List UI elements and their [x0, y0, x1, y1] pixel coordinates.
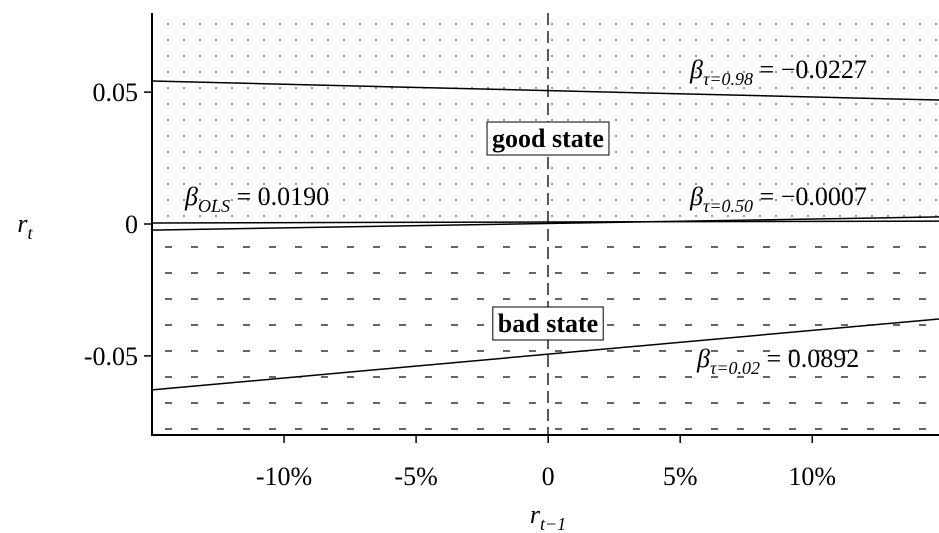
x-tick-label: 5%	[663, 462, 698, 491]
y-tick-label: 0.05	[93, 78, 139, 107]
y-tick-label: 0	[125, 210, 138, 239]
beta-sub: τ=0.02	[710, 358, 760, 378]
quantile-line	[151, 318, 939, 391]
slope-annotation: βτ=0.98 = −0.0227	[689, 55, 867, 89]
good-region	[152, 13, 939, 225]
beta-sub: OLS	[198, 196, 230, 216]
beta-sub: τ=0.50	[703, 196, 753, 216]
region-box	[486, 121, 610, 156]
beta: β	[689, 182, 703, 211]
x-tick-label: -5%	[394, 462, 437, 491]
beta-value: = 0.0892	[760, 344, 859, 373]
y-axis-label-main: r	[17, 209, 28, 238]
beta: β	[184, 182, 198, 211]
x-tick-label: 10%	[788, 462, 836, 491]
beta-sub: τ=0.98	[703, 69, 753, 89]
region-text: good state	[492, 124, 604, 153]
y-axis-label-sub: t	[28, 223, 34, 243]
slope-annotation: βτ=0.02 = 0.0892	[696, 344, 859, 378]
y-axis-label: rt	[17, 209, 33, 243]
beta-value: = −0.0007	[753, 182, 867, 211]
x-axis-label-sub: t−1	[540, 514, 566, 533]
slope-annotation: βOLS = 0.0190	[184, 182, 329, 216]
quantile-line	[151, 80, 939, 101]
x-axis-label: rt−1	[530, 500, 566, 533]
quantile-line	[151, 220, 939, 224]
region-label: good state	[486, 121, 610, 156]
beta: β	[696, 344, 710, 373]
x-tick-label: 0	[542, 462, 555, 491]
x-tick-label: -10%	[256, 462, 312, 491]
x-axis-label-main: r	[530, 500, 541, 529]
y-tick-label: -0.05	[84, 342, 138, 371]
region-text: bad state	[498, 309, 598, 338]
beta-value: = 0.0190	[230, 182, 329, 211]
region-box	[492, 306, 604, 341]
beta-value: = −0.0227	[753, 55, 867, 84]
slope-annotation: βτ=0.50 = −0.0007	[689, 182, 867, 216]
region-label: bad state	[492, 306, 604, 341]
quantile-line	[151, 216, 939, 231]
beta: β	[689, 55, 703, 84]
